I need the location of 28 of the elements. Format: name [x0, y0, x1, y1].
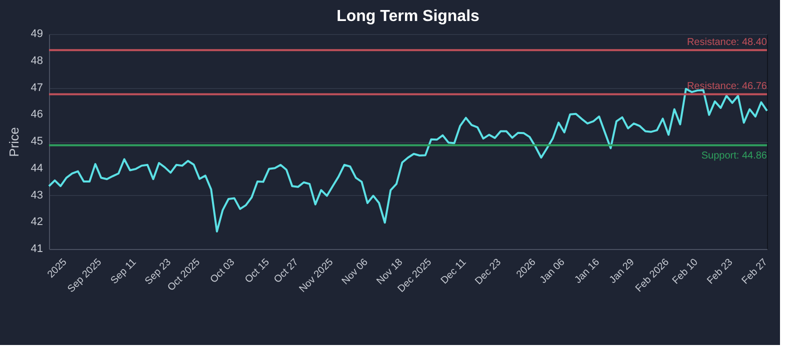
y-tick-label: 42: [30, 216, 43, 228]
x-tick-label: Jan 29: [608, 256, 637, 286]
y-tick-label: 43: [30, 189, 43, 202]
y-tick-label: 45: [30, 136, 43, 148]
y-tick-label: 41: [30, 243, 43, 255]
ref-line-label: Support: 44.86: [701, 150, 768, 162]
chart-title: Long Term Signals: [336, 8, 480, 25]
x-tick-label: Feb 27: [740, 256, 770, 287]
y-tick-label: 49: [30, 28, 43, 40]
x-tick-label: Oct 15: [243, 256, 272, 286]
x-tick-label: Oct 27: [272, 256, 302, 286]
x-tick-label: Dec 11: [439, 256, 470, 287]
x-tick-label: Feb 23: [705, 256, 736, 287]
ref-line-label: Resistance: 46.76: [686, 81, 768, 92]
x-tick-label: Dec 23: [473, 256, 504, 288]
x-tick-label: Feb 10: [670, 256, 701, 287]
x-tick-label: Jan 16: [572, 256, 602, 286]
y-tick-label: 47: [30, 82, 43, 94]
y-tick-label: 46: [30, 108, 43, 121]
x-tick-label: Sep 11: [109, 256, 139, 287]
ref-line-label: Resistance: 48.40: [686, 37, 768, 48]
x-tick-label: Oct 03: [208, 256, 238, 286]
line-series: [48, 88, 768, 233]
x-tick-label: Jan 06: [538, 256, 568, 286]
y-axis-title: Price: [6, 127, 22, 157]
y-tick-label: 44: [30, 162, 43, 174]
x-tick-label: Nov 06: [340, 256, 371, 288]
y-tick-label: 48: [30, 54, 43, 67]
